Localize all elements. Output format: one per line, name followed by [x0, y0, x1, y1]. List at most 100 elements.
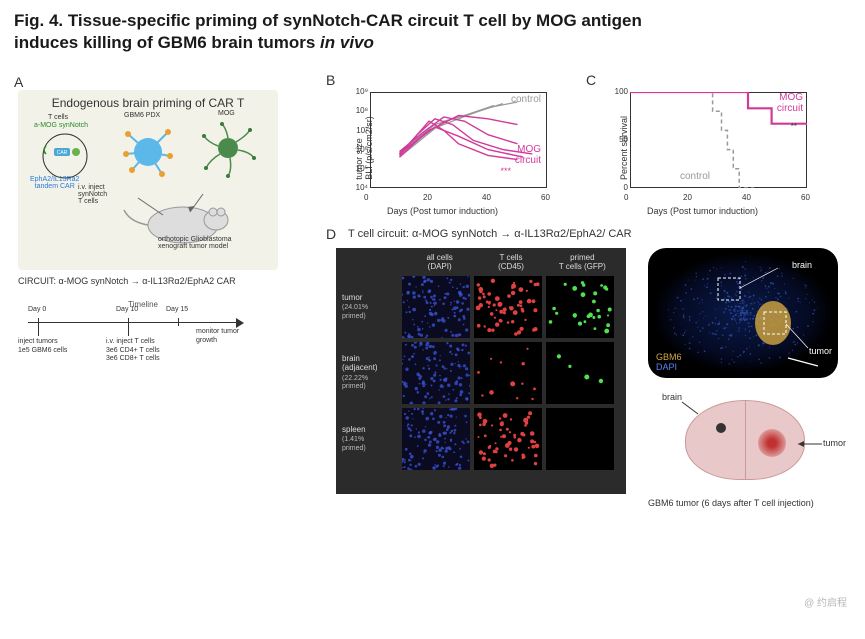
- mog-syn-lab: a-MOG synNotch: [34, 122, 88, 129]
- svg-text:CAR: CAR: [57, 150, 68, 156]
- tcell-svg: CAR: [36, 124, 94, 182]
- b-xtick: 40: [482, 193, 491, 202]
- panel-c-label: C: [586, 72, 596, 88]
- diagram-a-title: Endogenous brain priming of CAR T: [18, 90, 278, 110]
- bot1: inject tumors 1e5 GBM6 cells: [18, 338, 67, 355]
- tumor-dot: [758, 429, 786, 457]
- mog-lab: MOG: [218, 110, 235, 117]
- b-xtick: 60: [541, 193, 550, 202]
- micro-cell-cd45: [474, 408, 542, 470]
- up0: [38, 322, 39, 336]
- panel-d: D T cell circuit: α-MOG synNotch → α-IL1…: [330, 230, 855, 619]
- brain-arrow: [680, 398, 710, 418]
- micro-cell-gfp: [546, 276, 614, 338]
- mouse-diagram: orthotopic Glioblastoma xenograft tumor …: [118, 190, 238, 250]
- b-xtick: 20: [423, 193, 432, 202]
- micro-cell-cd45: [474, 342, 542, 404]
- micro-row-label: brain(adjacent)(22.22%primed): [342, 354, 402, 392]
- tcell-lab: T cells: [48, 114, 68, 121]
- mog-svg: [198, 120, 258, 180]
- slice-tumor-lab: tumor: [809, 346, 832, 356]
- c-xtick: 20: [683, 193, 692, 202]
- title-l1: Fig. 4. Tissue-specific priming of synNo…: [14, 11, 642, 30]
- b-ytick: 10⁷: [356, 126, 368, 135]
- cartoon-brain-lab: brain: [662, 392, 682, 402]
- b-ytick: 10⁵: [356, 164, 368, 173]
- title-l2b: in vivo: [320, 33, 374, 52]
- panel-a: A Endogenous brain priming of CAR T T ce…: [18, 98, 298, 370]
- panel-d-label: D: [326, 226, 336, 242]
- brain-midline: [745, 401, 746, 479]
- c-leg-control: control: [680, 171, 710, 182]
- cartoon-tumor-lab: tumor: [823, 438, 846, 448]
- bot2: i.v. inject T cells 3e6 CD4+ T cells 3e6…: [106, 338, 160, 363]
- diagram-a: Endogenous brain priming of CAR T T cell…: [18, 90, 278, 270]
- b-xlabel: Days (Post tumor induction): [387, 206, 498, 216]
- mouse-lab: orthotopic Glioblastoma xenograft tumor …: [158, 236, 232, 250]
- timeline-arrow: [236, 318, 244, 328]
- c-xtick: 40: [742, 193, 751, 202]
- slice-brain-lab: brain: [792, 260, 812, 270]
- b-xtick: 0: [364, 193, 368, 202]
- b-ytick: 10⁴: [356, 183, 368, 192]
- mog-diagram: MOG: [198, 120, 258, 180]
- c-xtick: 0: [624, 193, 628, 202]
- micro-cell-dapi: [402, 408, 470, 470]
- micro-row: brain(adjacent)(22.22%primed): [342, 342, 620, 404]
- c-stars: **: [791, 122, 797, 131]
- b-plot: [370, 92, 547, 188]
- tumor-arrow: [794, 434, 824, 454]
- brain-cartoon: brain tumor: [670, 390, 820, 490]
- panels-container: A Endogenous brain priming of CAR T T ce…: [0, 58, 865, 627]
- gbm6-caption: GBM6 tumor (6 days after T cell injectio…: [648, 498, 814, 508]
- timeline: Timeline Day 0 Day 10 Day 15 inject tumo…: [18, 300, 268, 370]
- micro-header: T cells (CD45): [477, 254, 544, 272]
- c-ytick: 0: [624, 183, 628, 192]
- gbm-svg: [118, 122, 178, 182]
- panel-a-label: A: [14, 74, 23, 90]
- micro-cell-dapi: [402, 276, 470, 338]
- micro-row: spleen(1.41%primed): [342, 408, 620, 470]
- b-ytick: 10⁹: [356, 87, 368, 96]
- c-ylabel: Percent survival: [619, 116, 629, 180]
- microscopy-grid: all cells (DAPI)T cells (CD45)primed T c…: [336, 248, 626, 494]
- b-leg-mog: MOG circuit: [515, 144, 541, 166]
- b-leg-control: control: [511, 94, 541, 105]
- inject-lab: i.v. inject synNotch T cells: [78, 184, 107, 205]
- bot3: monitor tumor growth: [196, 328, 239, 345]
- micro-row: tumor(24.01%primed): [342, 276, 620, 338]
- panel-b: B tumor size BLI (p/s/cm2/sr) Days (Post…: [330, 78, 555, 218]
- slice-gbm-lab: GBM6: [656, 352, 682, 362]
- figure-title: Fig. 4. Tissue-specific priming of synNo…: [0, 0, 865, 58]
- title-l2a: induces killing of GBM6 brain tumors: [14, 33, 320, 52]
- b-ytick: 10⁶: [356, 145, 368, 154]
- c-leg-mog: MOG circuit: [777, 92, 803, 114]
- gbm-lab: GBM6 PDX: [124, 112, 160, 119]
- tandem-lab: EphA2/IL13Ra2 tandem CAR: [30, 176, 79, 190]
- b-ytick: 10⁸: [356, 106, 368, 115]
- day10: Day 10: [116, 306, 138, 313]
- micro-cell-dapi: [402, 342, 470, 404]
- micro-cell-cd45: [474, 276, 542, 338]
- micro-row-label: tumor(24.01%primed): [342, 293, 402, 321]
- micro-headers: all cells (DAPI)T cells (CD45)primed T c…: [406, 254, 620, 272]
- day0: Day 0: [28, 306, 46, 313]
- micro-cell-gfp: [546, 342, 614, 404]
- panel-b-label: B: [326, 72, 335, 88]
- micro-cell-gfp: [546, 408, 614, 470]
- panel-c: C Percent survival Days (Post tumor indu…: [590, 78, 815, 218]
- timeline-title: Timeline: [18, 300, 268, 309]
- c-ytick: 100: [615, 87, 628, 96]
- watermark: @ 约启程: [804, 594, 847, 609]
- circuit-text: CIRCUIT: α-MOG synNotch → α-IL13Rα2/EphA…: [18, 276, 298, 286]
- c-ytick: 50: [619, 135, 628, 144]
- tick-2: [178, 318, 179, 326]
- up1: [128, 322, 129, 336]
- day15: Day 15: [166, 306, 188, 313]
- c-xtick: 60: [801, 193, 810, 202]
- tcell-diagram: T cells a-MOG synNotch CAR EphA2/IL13Ra2…: [36, 124, 94, 182]
- gbm-diagram: GBM6 PDX: [118, 122, 178, 182]
- b-stars: ***: [500, 166, 511, 176]
- brain-slice-image: brain tumor GBM6 DAPI: [648, 248, 838, 378]
- c-xlabel: Days (Post tumor induction): [647, 206, 758, 216]
